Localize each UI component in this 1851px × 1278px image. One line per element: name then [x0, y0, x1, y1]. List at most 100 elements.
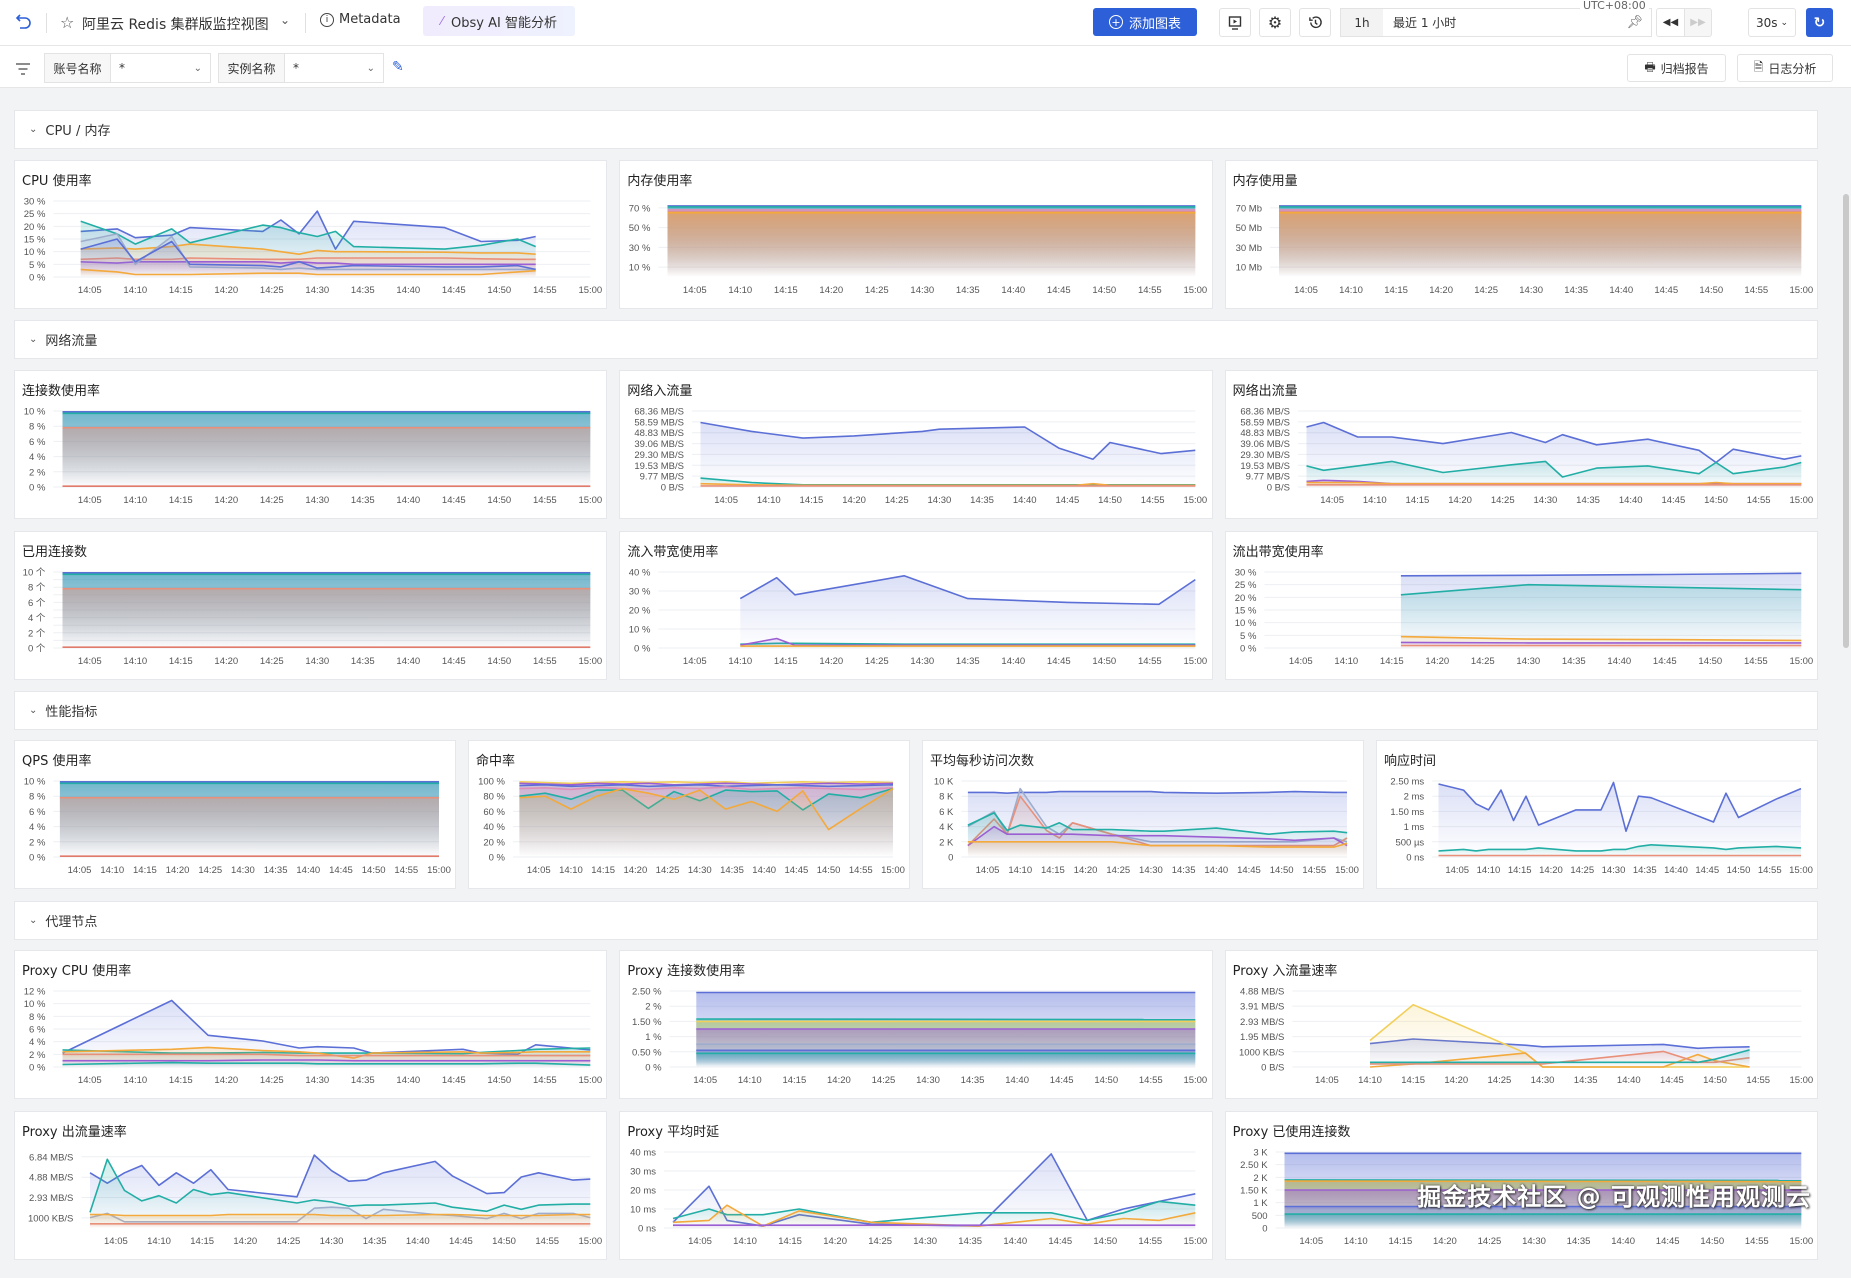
gear-icon[interactable]: ⚙: [1259, 8, 1291, 37]
x-tick-label: 14:15: [1508, 865, 1532, 876]
y-tick-label: 4.88 MB/S: [1240, 987, 1284, 998]
dashboard-title[interactable]: 阿里云 Redis 集群版监控视图: [82, 17, 269, 33]
x-tick-label: 14:45: [442, 285, 466, 296]
y-tick-label: 8 %: [29, 1012, 46, 1023]
x-tick-label: 15:00: [1184, 285, 1208, 296]
y-tick-label: 10 %: [24, 247, 46, 258]
x-tick-label: 14:25: [869, 1236, 893, 1247]
x-tick-label: 14:35: [1566, 1236, 1590, 1247]
chart-panel: 内存使用率 10 % 30 % 50 % 70 % 14:05 14:10 14:15 14:2…: [619, 160, 1213, 309]
archive-report-button[interactable]: 🖶︎ 归档报告: [1627, 54, 1726, 82]
divider: [305, 13, 306, 33]
x-tick-label: 14:35: [956, 656, 980, 667]
filter-icon[interactable]: [15, 61, 31, 80]
x-tick-label: 14:20: [1433, 1236, 1457, 1247]
add-chart-button[interactable]: + 添加图表: [1093, 8, 1197, 36]
x-tick-label: 14:40: [1664, 865, 1688, 876]
series-line: [519, 787, 894, 831]
metadata-button[interactable]: i Metadata: [320, 12, 401, 27]
refresh-interval-select[interactable]: 30s ⌄: [1748, 8, 1796, 37]
y-tick-label: 20 ms: [630, 1186, 656, 1197]
back-icon[interactable]: [14, 11, 34, 31]
ai-analysis-button[interactable]: ⁄ Obsy AI 智能分析: [423, 6, 575, 36]
y-tick-label: 68.36 MB/S: [635, 407, 685, 418]
y-tick-label: 0 个: [28, 644, 46, 655]
x-tick-label: 14:15: [591, 865, 615, 876]
section-header[interactable]: ⌄ 网络流量: [14, 320, 1818, 359]
y-tick-label: 0 %: [29, 1063, 46, 1074]
x-tick-label: 14:50: [1700, 1236, 1724, 1247]
time-range-picker[interactable]: 1h 最近 1 小时 📌︎: [1340, 8, 1652, 37]
y-tick-label: 6 %: [29, 807, 46, 818]
x-tick-label: 14:55: [1744, 656, 1768, 667]
x-tick-label: 14:45: [1653, 656, 1677, 667]
pin-icon[interactable]: 📌︎: [1626, 15, 1643, 30]
x-tick-label: 14:45: [1047, 656, 1071, 667]
refresh-button[interactable]: ↻: [1806, 8, 1833, 37]
series-line: [62, 1059, 591, 1062]
series-line: [1438, 844, 1802, 852]
chart-title: 内存使用率: [627, 174, 693, 189]
y-tick-label: 10 %: [24, 999, 46, 1010]
x-tick-label: 14:35: [1573, 1075, 1597, 1086]
watermark: 掘金技术社区 @ 可观测性用观测云: [1417, 1183, 1811, 1211]
series-area: [967, 841, 1347, 857]
x-tick-label: 14:45: [1047, 285, 1071, 296]
section-header[interactable]: ⌄ 代理节点: [14, 901, 1818, 940]
edit-icon[interactable]: ✎: [392, 59, 404, 75]
x-tick-label: 14:40: [752, 865, 776, 876]
forward-button[interactable]: ▶▶: [1684, 8, 1712, 37]
x-tick-label: 14:40: [296, 865, 320, 876]
x-tick-label: 14:20: [820, 285, 844, 296]
x-tick-label: 15:00: [1789, 495, 1813, 506]
y-tick-label: 0 B/S: [1261, 1063, 1284, 1074]
chart-svg: 0 B/S9.77 MB/S19.53 MB/S29.30 MB/S39.06 …: [1240, 407, 1813, 507]
chart-title: Proxy 平均时延: [627, 1125, 720, 1140]
scrollbar-thumb[interactable]: [1843, 194, 1849, 648]
x-tick-label: 14:15: [1405, 495, 1429, 506]
log-analysis-button[interactable]: 🗎︎ 日志分析: [1737, 54, 1833, 82]
refresh-icon: ↻: [1813, 14, 1826, 31]
scrollbar[interactable]: [1842, 88, 1851, 1278]
x-tick-label: 14:45: [1049, 1236, 1073, 1247]
metadata-label: Metadata: [339, 12, 401, 27]
chart-svg: 0 B/S9.77 MB/S19.53 MB/S29.30 MB/S39.06 …: [635, 407, 1208, 507]
x-tick-label: 15:00: [1789, 656, 1813, 667]
x-tick-label: 14:05: [1299, 1236, 1323, 1247]
series-line: [89, 1158, 591, 1213]
x-tick-label: 14:10: [123, 656, 147, 667]
y-tick-label: 1.95 MB/S: [1240, 1032, 1284, 1043]
chevron-down-icon[interactable]: ⌄: [280, 13, 291, 27]
screen-icon[interactable]: [1219, 8, 1251, 37]
x-tick-label: 14:10: [729, 285, 753, 296]
instance-name-filter[interactable]: 实例名称 * ⌄: [218, 53, 384, 83]
rewind-button[interactable]: ◀◀: [1656, 8, 1684, 37]
x-tick-label: 14:10: [100, 865, 124, 876]
y-tick-label: 25 %: [24, 209, 46, 220]
y-tick-label: 0 B/S: [661, 483, 684, 494]
series-line: [740, 575, 1197, 606]
x-tick-label: 15:00: [1789, 1075, 1813, 1086]
series-line: [89, 1154, 591, 1198]
x-tick-label: 14:20: [214, 1075, 238, 1086]
history-icon[interactable]: [1299, 8, 1331, 37]
y-tick-label: 0 ns: [638, 1224, 656, 1235]
series-area: [740, 575, 1196, 648]
y-tick-label: 30 %: [629, 243, 651, 254]
section-header[interactable]: ⌄ 性能指标: [14, 691, 1818, 730]
y-tick-label: 68.36 MB/S: [1240, 407, 1290, 418]
series-line: [1400, 635, 1801, 642]
series-line: [1284, 1179, 1801, 1182]
x-tick-label: 14:20: [827, 1075, 851, 1086]
account-name-filter[interactable]: 账号名称 * ⌄: [44, 53, 211, 83]
x-tick-label: 14:05: [78, 656, 102, 667]
section-header[interactable]: ⌄ CPU / 内存: [14, 110, 1818, 149]
chart-panel: Proxy 入流量速率 0 B/S 1000 KB/S 1.95 MB/S 2.93 M…: [1224, 950, 1818, 1099]
chart-svg: 0 2 K 4 K 6 K 8 K 10 K 14:05 14:10 14:15 14:20 14:…: [934, 777, 1359, 877]
y-tick-label: 10 %: [1234, 618, 1256, 629]
info-icon: i: [320, 12, 334, 27]
x-tick-label: 14:30: [928, 495, 952, 506]
star-icon[interactable]: ☆: [60, 13, 75, 32]
y-tick-label: 3 K: [1253, 1148, 1268, 1159]
y-tick-label: 19.53 MB/S: [1240, 461, 1290, 472]
